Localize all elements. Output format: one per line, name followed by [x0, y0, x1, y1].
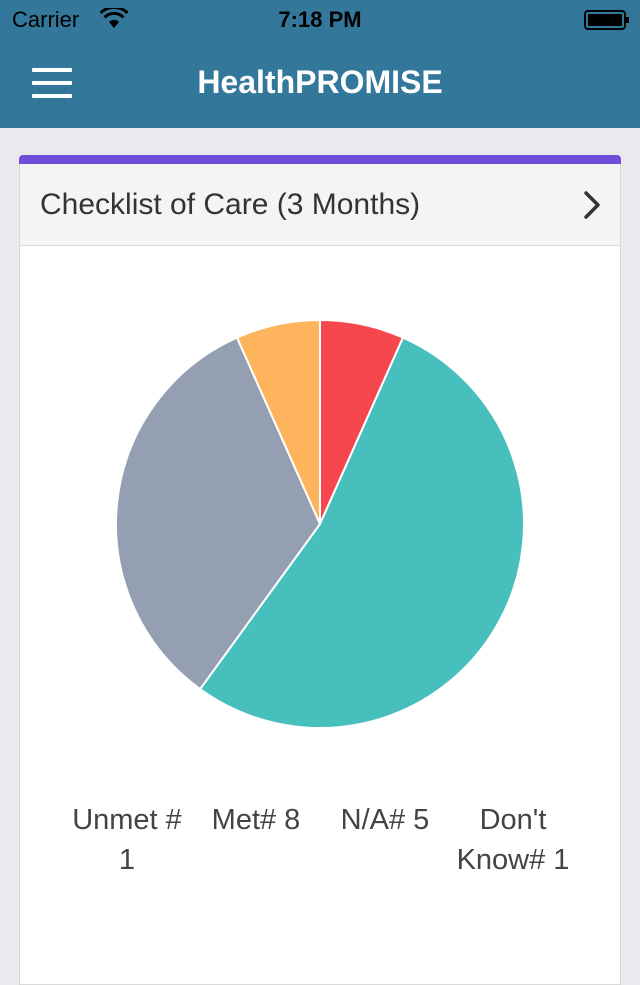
legend-dont-know: Don't Know# 1: [456, 804, 570, 876]
status-bar: Carrier 7:18 PM: [0, 0, 640, 40]
carrier-label: Carrier: [12, 7, 80, 32]
legend-met: Met# 8: [211, 804, 301, 836]
card-title: Checklist of Care (3 Months): [40, 188, 421, 221]
battery-icon: [584, 10, 630, 30]
top-bar: Carrier 7:18 PM HealthPROMISE: [0, 0, 640, 128]
pie-slice-met: [198, 336, 526, 729]
pie-slice-don-t-know: [235, 318, 321, 525]
legend-unmet: Unmet # 1: [72, 804, 182, 876]
checklist-card: Checklist of Care (3 Months) Unmet # 1 M…: [19, 155, 621, 985]
pie-chart: [115, 318, 526, 729]
pie-slice-n-a: [115, 336, 322, 691]
legend-na: N/A# 5: [340, 804, 430, 836]
nav-bar: HealthPROMISE: [0, 40, 640, 128]
chart-legend: Unmet # 1 Met# 8 N/A# 5 Don't Know# 1: [20, 800, 620, 920]
wifi-icon: [99, 5, 129, 36]
status-time: 7:18 PM: [278, 7, 362, 32]
card-header[interactable]: Checklist of Care (3 Months): [20, 164, 620, 246]
card-accent-bar: [19, 155, 621, 164]
menu-icon[interactable]: [32, 68, 72, 98]
chevron-right-icon: [582, 190, 602, 225]
app-title: HealthPROMISE: [197, 64, 443, 100]
